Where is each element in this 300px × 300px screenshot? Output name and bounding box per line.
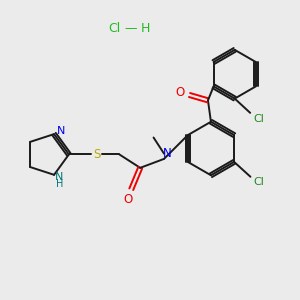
Text: H: H bbox=[141, 22, 150, 34]
Text: O: O bbox=[176, 85, 184, 98]
Text: Cl: Cl bbox=[253, 177, 264, 187]
Text: H: H bbox=[56, 179, 63, 189]
Text: N: N bbox=[163, 147, 172, 160]
Text: O: O bbox=[123, 193, 132, 206]
Text: N: N bbox=[55, 172, 64, 182]
Text: S: S bbox=[93, 148, 100, 161]
Text: Cl: Cl bbox=[108, 22, 121, 34]
Text: —: — bbox=[124, 22, 137, 34]
Text: Cl: Cl bbox=[254, 114, 265, 124]
Text: N: N bbox=[56, 125, 65, 136]
